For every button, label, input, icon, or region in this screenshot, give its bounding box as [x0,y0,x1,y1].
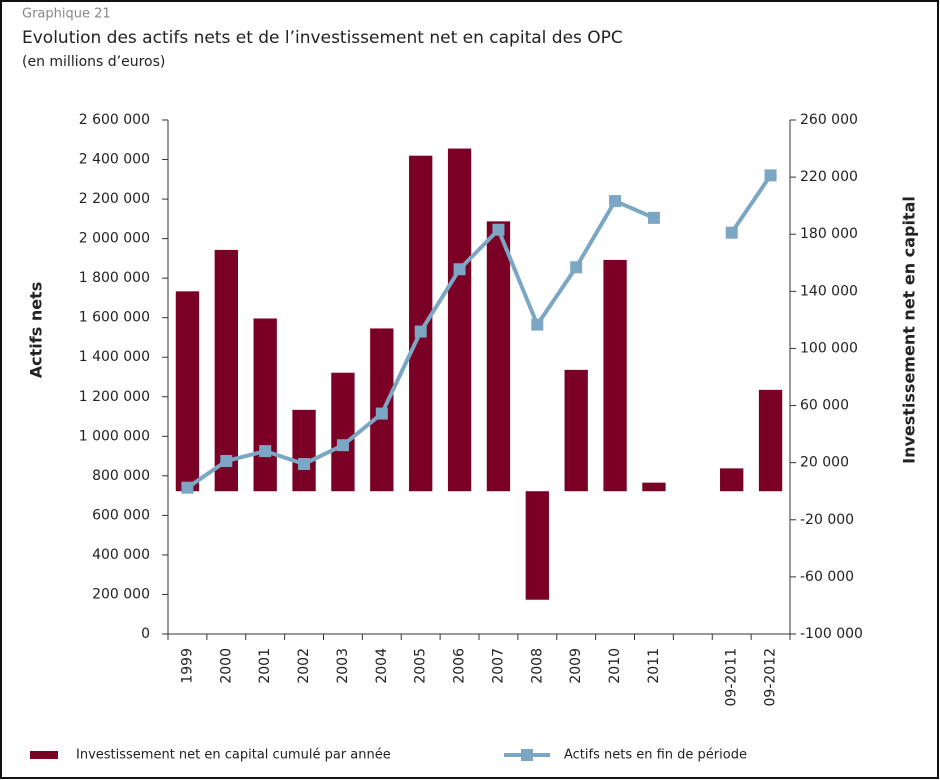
bar [525,491,549,600]
bar [214,249,238,492]
x-tick-label: 2000 [218,648,234,684]
marker [298,457,311,470]
legend-swatch [30,751,58,759]
bar [409,155,433,492]
y-tick-label: 1 800 000 [79,270,150,286]
marker [414,325,427,338]
x-tick-label: 1999 [179,648,195,684]
marker [220,455,233,468]
x-tick-label: 2008 [529,648,545,684]
y-tick-label: 800 000 [92,468,150,484]
bar [642,482,666,492]
y2-tick-label: 180 000 [800,226,858,242]
bar [253,318,277,492]
marker [492,223,505,236]
y-tick-label: 1 000 000 [79,428,150,444]
y2-tick-label: -100 000 [800,626,863,642]
bar [603,259,627,492]
legend-label: Investissement net en capital cumulé par… [76,748,391,763]
bar [447,148,472,492]
marker [181,481,194,494]
y-tick-label: 400 000 [92,547,150,563]
y2-tick-label: 220 000 [800,169,858,185]
y2-axis-title: Investissement net en capital [900,196,919,464]
x-tick-label: 2010 [607,648,623,684]
y-tick-label: 2 200 000 [79,191,150,207]
marker [259,445,272,458]
bar [564,369,588,492]
y-tick-label: 0 [141,626,150,642]
bar [331,372,355,492]
chart-label: Graphique 21 [22,7,111,22]
x-tick-label: 2011 [646,648,662,684]
y-tick-label: 1 400 000 [79,349,150,365]
marker [570,261,583,274]
marker [725,226,738,239]
marker [453,263,466,276]
y-tick-label: 1 600 000 [79,310,150,326]
y2-tick-label: 60 000 [800,398,849,414]
bar [758,389,783,492]
legend-label: Actifs nets en fin de période [564,748,747,763]
x-tick-label: 2005 [413,648,429,684]
chart-title: Evolution des actifs nets et de l’invest… [22,28,623,48]
x-tick-label: 2009 [568,648,584,684]
bar [175,291,200,492]
bar [486,221,511,492]
x-tick-label: 09-2012 [763,648,779,707]
y2-tick-label: 20 000 [800,455,849,471]
y2-tick-label: 260 000 [800,112,858,128]
y-axis-title: Actifs nets [27,282,46,378]
y-tick-label: 600 000 [92,507,150,523]
x-tick-label: 09-2011 [724,648,740,707]
marker [336,439,349,452]
x-tick-label: 2002 [296,648,312,684]
y-tick-label: 200 000 [92,586,150,602]
marker [647,211,660,224]
chart-subtitle: (en millions d’euros) [22,54,165,70]
bar [292,409,316,492]
y-tick-label: 2 000 000 [79,231,150,247]
y-tick-label: 1 200 000 [79,389,150,405]
marker [764,169,777,182]
bar [720,468,744,492]
x-tick-label: 2004 [374,648,390,684]
y-tick-label: 2 400 000 [79,152,150,168]
y2-tick-label: 140 000 [800,283,858,299]
marker [375,407,388,420]
x-tick-label: 2007 [490,648,506,684]
y2-tick-label: 100 000 [800,340,858,356]
x-tick-label: 2006 [452,648,468,684]
marker [531,318,544,331]
legend-swatch [521,749,533,761]
marker [609,195,622,208]
x-tick-label: 2001 [257,648,273,684]
x-tick-label: 2003 [335,648,351,684]
y2-tick-label: -60 000 [800,569,854,585]
y2-tick-label: -20 000 [800,512,854,528]
y-tick-label: 2 600 000 [79,112,150,128]
